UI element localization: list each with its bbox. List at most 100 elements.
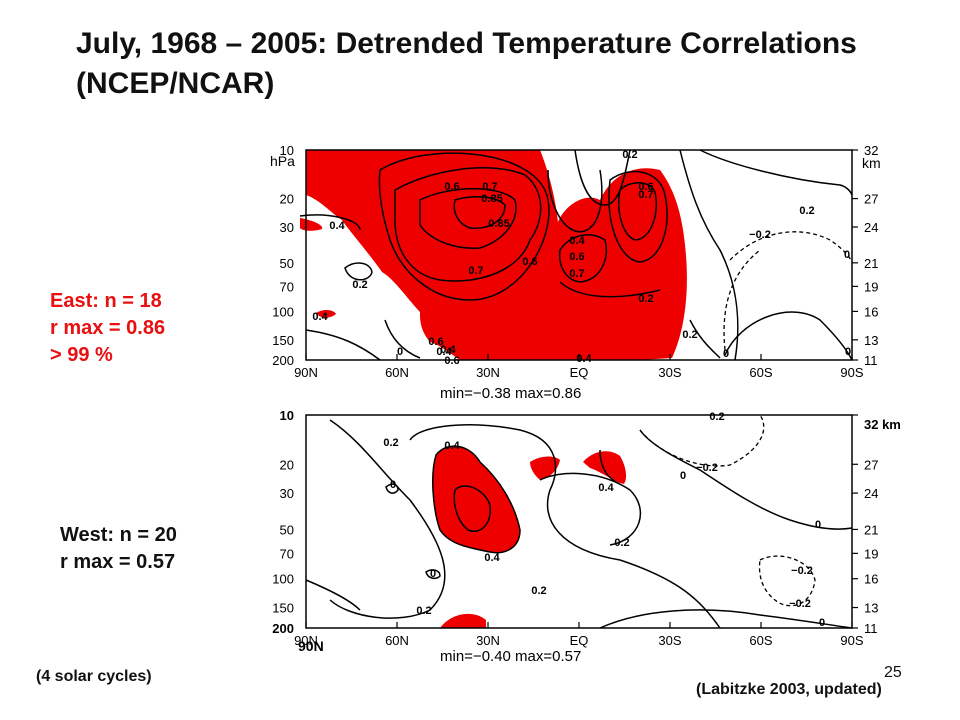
west-contour-label: 0 (680, 470, 686, 482)
east-y-right-tick-label: 32 (864, 143, 878, 158)
west-y-tick-label: 200 (272, 621, 294, 636)
east-y-tick-label: 70 (280, 279, 294, 294)
page-number: 25 (884, 664, 902, 681)
west-contour-labels: 0.2 0.4 0 0.4 0.4 0.2 −0.2 0 0.2 0.2 0.2… (383, 411, 825, 629)
east-contour-label: 0.4 (440, 344, 456, 356)
east-contour-label: 0.6 (428, 336, 443, 348)
east-contour-label: 0.2 (799, 205, 814, 217)
west-y-tick-label: 30 (280, 486, 294, 501)
west-negative-contours (639, 414, 816, 607)
east-contour-label: 0 (397, 346, 403, 358)
west-contour-label: 0.2 (416, 605, 431, 617)
west-y-right-tick-label: 19 (864, 546, 878, 561)
west-annotation: West: n = 20 r max = 0.57 (60, 522, 177, 576)
east-x-tick-label: 90N (294, 365, 318, 380)
east-x-tick-label: 30S (658, 365, 681, 380)
west-contour-label: 0.2 (383, 437, 398, 449)
east-x-tick-label: 30N (476, 365, 500, 380)
solar-cycles-note: (4 solar cycles) (36, 668, 152, 685)
west-contour-label: −0.2 (789, 598, 811, 610)
west-significant-region (432, 446, 520, 553)
west-axis-labels: min=−0.40 max=0.57 90N (298, 638, 581, 665)
east-x-tick-label: EQ (570, 365, 589, 380)
east-y-right-tick-label: 27 (864, 192, 878, 207)
east-contour-labels: 0.2 0.2 0.2 0.4 0.4 0.6 0.7 0.85 0.85 0.… (312, 149, 851, 367)
east-y-tick-label: 30 (280, 220, 294, 235)
east-rmax-label: r max = 0.86 (50, 317, 166, 339)
west-contour-label: −0.2 (696, 462, 718, 474)
east-contour-label: 0.85 (481, 193, 502, 205)
east-y-right-tick-label: 11 (864, 353, 878, 368)
east-contour-label: 0.7 (638, 189, 653, 201)
west-contour-lines (305, 419, 853, 629)
west-y-tick-label: 70 (280, 546, 294, 561)
east-contour-label: 0.2 (638, 293, 653, 305)
citation: (Labitzke 2003, updated) (696, 681, 882, 698)
east-x-tick-label: 90S (840, 365, 863, 380)
east-y-right-tick-label: 19 (864, 279, 878, 294)
east-contour-label: 0.2 (682, 329, 697, 341)
east-y-unit: hPa (270, 153, 295, 169)
west-contour-label: 0.4 (484, 552, 500, 564)
west-y-tick-label: 150 (272, 601, 294, 616)
east-n-label: East: n = 18 (50, 290, 162, 312)
east-y-tick-label: 200 (272, 353, 294, 368)
page-title: July, 1968 – 2005: Detrended Temperature… (76, 27, 857, 100)
west-contour-label: 0 (815, 519, 821, 531)
west-y-tick-label: 10 (280, 408, 294, 423)
east-contour-label: 0.6 (444, 181, 459, 193)
west-contour-label: 0.2 (531, 585, 546, 597)
east-small-region (316, 310, 336, 318)
west-x-tick-label: 90N (294, 633, 318, 648)
west-min-max-label: min=−0.40 max=0.57 (440, 648, 581, 665)
west-y-right-tick-label: 27 (864, 457, 878, 472)
east-significance-label: > 99 % (50, 344, 113, 366)
west-contour-label: 0 (819, 617, 825, 629)
east-y-tick-label: 20 (280, 192, 294, 207)
west-x-tick-label: 60N (385, 633, 409, 648)
east-contour-label: 0.4 (436, 346, 452, 358)
east-y-right-tick-label: 16 (864, 304, 878, 319)
east-contour-label: 0.2 (352, 279, 367, 291)
west-extra-90n-label: 90N (298, 638, 324, 654)
east-annotation: East: n = 18 r max = 0.86 > 99 % (50, 288, 165, 369)
west-contour-label: 0.2 (614, 537, 629, 549)
east-contour-label: 0.2 (622, 149, 637, 161)
east-y-right-tick-label: 13 (864, 333, 878, 348)
east-y-tick-label: 10 (280, 143, 294, 158)
west-y-tick-label: 50 (280, 522, 294, 537)
west-tick-labels: 90N 60N 30N EQ 30S 60S 90S 10 20 30 50 70 100 150 200 3… (272, 408, 901, 648)
west-x-tick-label: 90S (840, 633, 863, 648)
east-y-right-tick-label: 24 (864, 220, 878, 235)
west-contour-label: 0.2 (709, 411, 724, 423)
east-y-tick-label: 50 (280, 256, 294, 271)
east-contour-label: 0.4 (312, 311, 328, 323)
east-contour-label: 0.4 (576, 353, 592, 365)
east-contour-label: 0.7 (482, 181, 497, 193)
east-contour-label: 0 (845, 346, 851, 358)
east-min-max-label: min=−0.38 max=0.86 (440, 385, 581, 402)
west-significant-region (583, 451, 627, 484)
west-y-tick-label: 20 (280, 457, 294, 472)
east-contour-label: 0.6 (638, 181, 653, 193)
east-negative-contours (723, 231, 853, 351)
east-y-tick-label: 100 (272, 304, 294, 319)
east-contour-label: 0.4 (569, 235, 585, 247)
west-y-right-tick-label: 21 (864, 522, 878, 537)
east-contour-label: 0.4 (329, 220, 345, 232)
east-contour-label: 0.6 (444, 355, 459, 367)
east-contour-label: 0.6 (569, 251, 584, 263)
west-contour-label: 0.4 (444, 440, 460, 452)
east-x-tick-label: 60N (385, 365, 409, 380)
west-contour-label: 0.4 (598, 482, 614, 494)
west-y-right-tick-label: 24 (864, 486, 878, 501)
east-significant-region (306, 150, 687, 360)
west-x-tick-label: 30S (658, 633, 681, 648)
east-small-region (300, 218, 323, 231)
west-significant-region (440, 613, 486, 628)
west-y-right-tick-label: 11 (864, 621, 878, 636)
east-contour-label: 0 (844, 249, 850, 261)
east-tick-labels: 90N 60N 30N EQ 30S 60S 90S 10 20 30 50 70 100 150 200 3… (272, 143, 878, 380)
east-y-tick-label: 150 (272, 333, 294, 348)
